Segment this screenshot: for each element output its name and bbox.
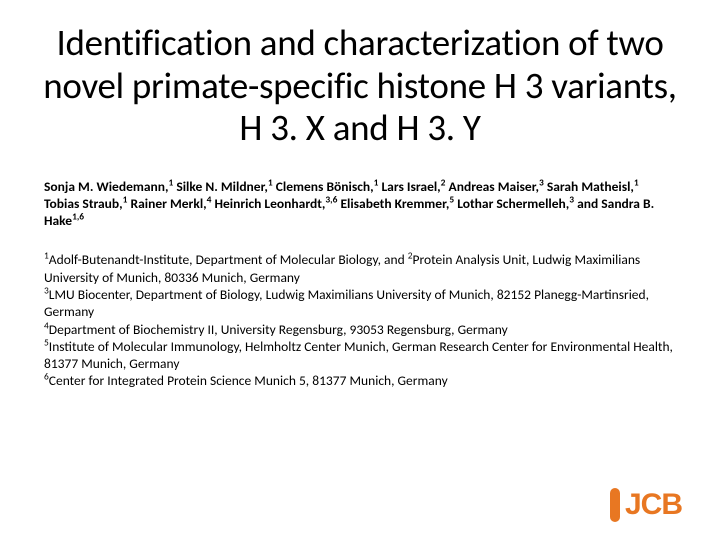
slide-container: Identification and characterization of t…	[0, 0, 720, 540]
slide-title: Identification and characterization of t…	[38, 22, 682, 150]
affiliations-block: 1Adolf-Butenandt-Institute, Department o…	[38, 251, 682, 389]
authors-block: Sonja M. Wiedemann,1 Silke N. Mildner,1 …	[38, 178, 682, 230]
logo-bar-icon	[610, 488, 620, 522]
logo-text: JCB	[625, 488, 682, 522]
jcb-logo: JCB	[610, 488, 682, 522]
